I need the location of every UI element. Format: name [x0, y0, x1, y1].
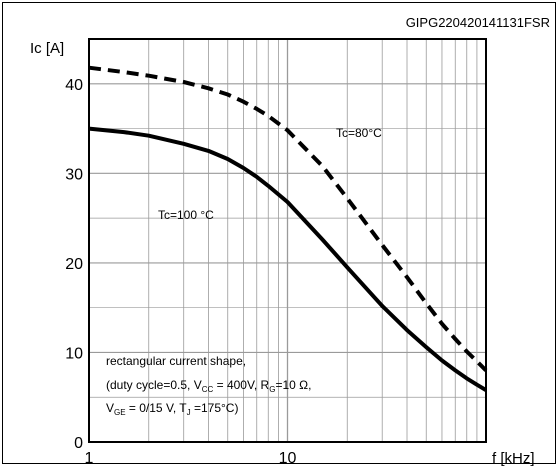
x-tick-label: 1 — [85, 450, 94, 467]
y-tick-label: 10 — [65, 345, 83, 362]
series-line-tc-100 — [88, 126, 488, 392]
y-tick-label: 30 — [65, 166, 83, 183]
y-tick-label: 0 — [74, 435, 83, 452]
y-tick-labels: 0 10 20 30 40 — [65, 77, 83, 452]
note-line-1: rectangular current shape, — [106, 354, 246, 368]
y-axis-label: Ic [A] — [30, 40, 64, 57]
note-line-2: (duty cycle=0.5, VCC = 400V, RG=10 Ω, — [106, 378, 311, 394]
x-axis-label: f [kHz] — [492, 450, 535, 467]
series-line-tc-80 — [88, 65, 488, 372]
note-line-3: VGE = 0/15 V, TJ =175°C) — [106, 401, 238, 417]
y-tick-label: 40 — [65, 77, 83, 94]
x-tick-labels: 1 10 — [85, 450, 297, 467]
series-lines — [88, 65, 488, 392]
figure-id: GIPG220420141131FSR — [406, 15, 550, 30]
y-tick-label: 20 — [65, 256, 83, 273]
grid — [89, 39, 486, 442]
chart-frame — [2, 2, 556, 464]
x-tick-label: 10 — [279, 450, 297, 467]
plot-area — [88, 38, 487, 443]
label-tc-80: Tc=80°C — [336, 126, 382, 140]
label-tc-100: Tc=100 °C — [158, 208, 214, 222]
test-conditions-note: rectangular current shape, (duty cycle=0… — [106, 354, 311, 417]
